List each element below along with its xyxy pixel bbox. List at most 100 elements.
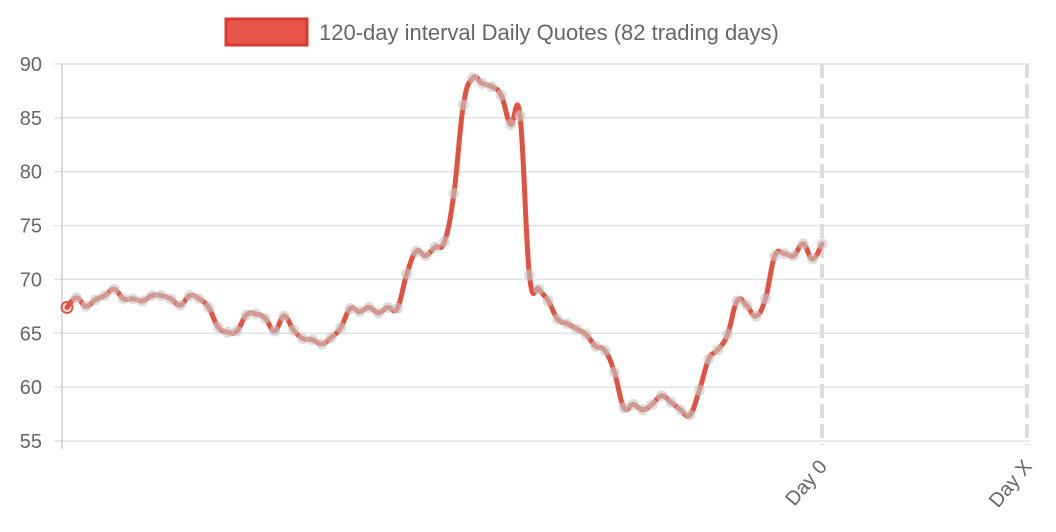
x-tick-label: Day 0 [781, 456, 831, 510]
data-point[interactable] [335, 322, 347, 334]
data-point[interactable] [457, 99, 469, 111]
data-point[interactable] [788, 250, 800, 262]
data-point[interactable] [382, 301, 394, 313]
data-point[interactable] [797, 238, 809, 250]
y-axis: 55 60 65 70 75 80 85 90 [20, 54, 42, 453]
y-tick-label: 65 [20, 323, 42, 345]
data-point[interactable] [684, 409, 696, 421]
y-tick-label: 75 [20, 216, 42, 238]
data-point[interactable] [193, 293, 205, 305]
data-point[interactable] [580, 328, 592, 340]
data-point[interactable] [778, 248, 790, 260]
data-point[interactable] [118, 293, 130, 305]
data-point[interactable] [250, 308, 262, 320]
data-point[interactable] [127, 293, 139, 305]
data-point[interactable] [674, 404, 686, 416]
data-point[interactable] [203, 301, 215, 313]
data-point[interactable] [354, 306, 366, 318]
grid [54, 63, 1030, 449]
x-tick-label: Day X [985, 456, 1037, 512]
data-point[interactable] [401, 268, 413, 280]
data-point[interactable] [288, 324, 299, 336]
data-point[interactable] [155, 290, 167, 302]
y-tick-label: 90 [20, 54, 42, 76]
data-point[interactable] [240, 309, 252, 321]
data-point[interactable] [505, 118, 517, 130]
data-point[interactable] [372, 307, 384, 319]
data-point[interactable] [608, 366, 620, 378]
data-point[interactable] [420, 250, 432, 262]
data-point[interactable] [693, 384, 705, 396]
y-tick-label: 70 [20, 269, 42, 291]
data-point[interactable] [99, 290, 111, 302]
data-point[interactable] [221, 326, 233, 338]
data-point[interactable] [561, 318, 573, 330]
data-point[interactable] [259, 312, 271, 324]
data-point[interactable] [731, 295, 743, 307]
data-point[interactable] [769, 250, 781, 262]
data-point[interactable] [807, 253, 819, 265]
data-point[interactable] [627, 398, 639, 410]
data-point[interactable] [646, 398, 658, 410]
data-point[interactable] [759, 293, 771, 305]
data-point[interactable] [467, 72, 479, 84]
data-point[interactable] [174, 299, 186, 311]
data-point[interactable] [599, 345, 611, 357]
data-point[interactable] [656, 390, 668, 402]
data-point[interactable] [306, 334, 318, 346]
data-point[interactable] [297, 333, 309, 345]
data-point[interactable] [750, 310, 762, 322]
data-point[interactable] [184, 290, 196, 302]
y-tick-label: 80 [20, 162, 42, 184]
data-point[interactable] [165, 293, 177, 305]
data-point[interactable] [316, 338, 328, 350]
data-point[interactable] [278, 310, 290, 322]
data-point[interactable] [533, 283, 545, 295]
data-point[interactable] [391, 303, 403, 315]
data-point[interactable] [89, 294, 101, 306]
data-point[interactable] [137, 295, 148, 307]
data-point[interactable] [344, 303, 356, 315]
data-point[interactable] [495, 89, 507, 101]
data-point[interactable] [637, 404, 649, 416]
data-point[interactable] [363, 301, 375, 313]
data-point[interactable] [269, 325, 281, 337]
legend[interactable]: 120-day interval Daily Quotes (82 tradin… [224, 17, 779, 47]
data-point[interactable] [571, 323, 583, 335]
data-point[interactable] [231, 325, 243, 337]
legend-swatch [224, 17, 309, 47]
data-point[interactable] [486, 81, 498, 93]
data-point[interactable] [712, 343, 724, 355]
data-point[interactable] [665, 396, 677, 408]
data-point[interactable] [703, 353, 715, 365]
data-point[interactable] [410, 245, 422, 257]
data-point[interactable] [816, 238, 828, 250]
data-point[interactable] [80, 300, 92, 312]
data-point[interactable] [70, 292, 82, 304]
data-point[interactable] [325, 332, 337, 344]
data-point[interactable] [741, 299, 752, 311]
data-point[interactable] [552, 313, 564, 325]
data-point[interactable] [722, 328, 734, 340]
data-point[interactable] [514, 110, 526, 122]
legend-label: 120-day interval Daily Quotes (82 tradin… [319, 20, 779, 45]
y-tick-label: 55 [20, 431, 42, 453]
data-point[interactable] [618, 402, 630, 414]
data-point[interactable] [429, 241, 441, 253]
data-point[interactable] [523, 269, 535, 281]
y-tick-label: 85 [20, 108, 42, 130]
data-point[interactable] [590, 340, 601, 352]
data-point[interactable] [439, 236, 450, 248]
y-tick-label: 60 [20, 377, 42, 399]
data-point[interactable] [448, 187, 460, 199]
data-point[interactable] [108, 283, 120, 295]
data-point[interactable] [212, 321, 224, 333]
data-point[interactable] [542, 295, 554, 307]
data-point[interactable] [146, 290, 158, 302]
data-point[interactable] [476, 77, 488, 89]
x-axis: Day 0 Day X [781, 64, 1037, 512]
points-layer [60, 72, 828, 421]
data-point[interactable] [60, 301, 74, 314]
